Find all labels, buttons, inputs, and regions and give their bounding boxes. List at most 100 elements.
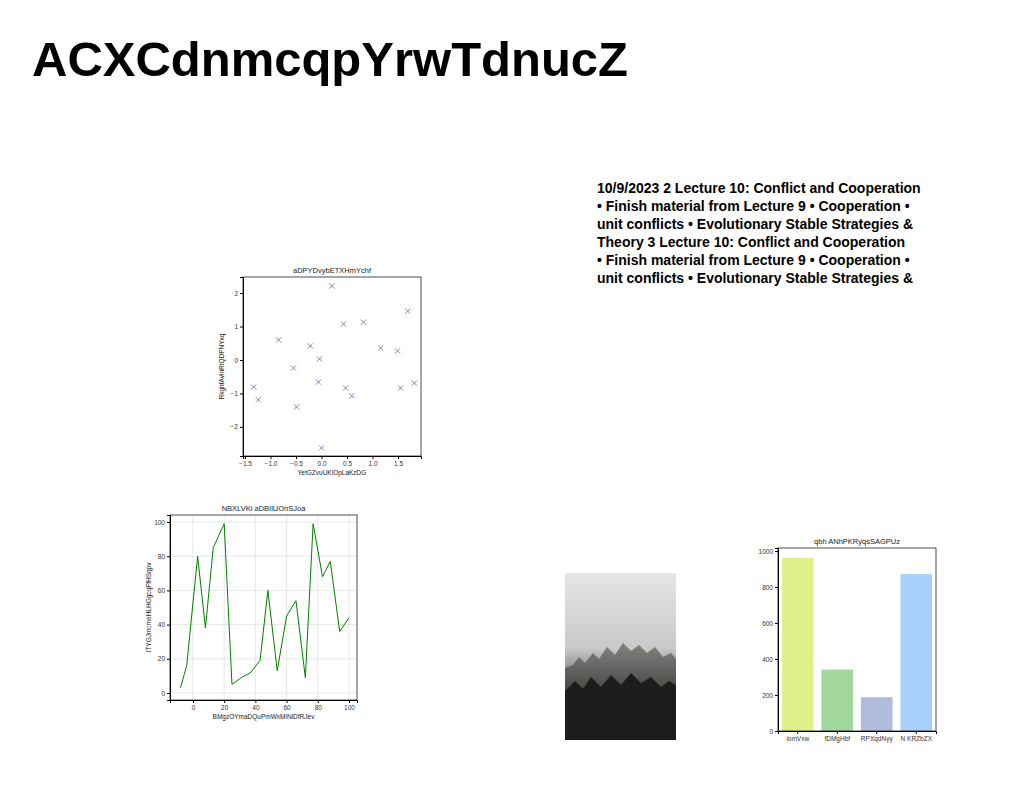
y-axis-tick-mark [167,625,170,626]
marks [782,558,932,731]
grid-line-y [170,522,357,523]
bar [821,670,853,731]
x-axis-title: YetGZvuUKlOpLaKzDG [298,469,367,477]
x-axis-tick-label: RPXqdNyy [861,735,894,743]
y-axis-title: RkghfAvlnRtQDPNYxq [218,333,226,399]
y-axis-tick-label: −1 [231,390,239,397]
x-axis-tick-label: 1.5 [394,460,403,467]
plot-background [243,277,421,456]
y-axis-tick: 1000 [759,548,778,555]
y-axis: −2−1012 [231,278,244,457]
plot-frame [778,548,936,731]
y-axis-tick-mark [775,695,778,696]
x-axis-tick-label: N KRZbZX [901,735,933,742]
chart: iomVxwfDMgHbfRPXqdNyyN KRZbZX02004006008… [759,537,937,743]
scatter-point [412,380,417,385]
x-axis-tick-mark [245,456,246,459]
x-axis-tick-mark [318,700,319,703]
scatter-point [291,365,296,370]
y-axis-tick-label: 80 [158,553,166,560]
x-axis-tick-label: 80 [315,704,323,711]
chart-title: aDPYDvybETXHmYchf [293,266,372,275]
x-axis-tick: 0 [192,700,196,711]
y-axis-tick: −1 [231,390,243,397]
y-axis-tick-label: 60 [158,587,166,594]
y-axis-tick-label: 800 [762,584,773,591]
y-axis-tick-mark [240,293,243,294]
x-axis-tick-label: 20 [221,704,229,711]
y-axis-tick-label: 600 [762,620,773,627]
line-series [180,524,349,688]
scatter-point [395,348,400,353]
x-axis-title: BMgzOYmaDQuPmWxMiNiDfRJev [213,713,316,721]
scatter-point [317,356,322,361]
y-axis-line [167,516,171,701]
scatter-point [329,283,334,288]
y-axis-tick-mark [167,556,170,557]
x-axis-tick-mark [876,731,877,734]
x-axis-tick: 0.5 [343,456,352,467]
x-axis-tick-mark [837,731,838,734]
text-line: 10/9/2023 2 Lecture 10: Conflict and Coo… [597,180,921,196]
marks [180,524,349,688]
photo-treeline [565,673,676,740]
scatter-point [398,385,403,390]
photo-treeline [565,643,676,740]
y-axis-tick: 0 [234,357,243,364]
x-axis-tick: 1.0 [369,456,378,467]
y-axis-tick: 600 [762,620,778,627]
y-axis-tick: 200 [762,692,778,699]
x-axis-tick-label: 0.0 [318,460,327,467]
x-axis-tick: 40 [252,700,260,711]
bar [782,558,814,731]
scatter-point [256,397,261,402]
y-axis-tick-mark [775,587,778,588]
x-axis-tick-mark [373,456,374,459]
x-axis-tick: fDMgHbf [824,731,850,743]
x-axis-tick-mark [296,456,297,459]
y-axis-title: ITYGJmcmeHLHGgcqFfHSqpv [145,562,153,653]
y-axis-tick-label: 0 [234,357,238,364]
scatter-point [251,384,256,389]
x-axis-tick-label: −1.5 [239,460,252,467]
scatter-point [319,445,324,450]
y-axis-tick-label: 1 [234,323,238,330]
chart: 020406080100020406080100NBXLVKi aDBIlUOn… [145,504,358,721]
y-axis-tick-mark [240,427,243,428]
x-axis-tick: 80 [315,700,323,711]
scatter-point [378,345,383,350]
chart-title: NBXLVKi aDBIlUOnSJoa [222,504,306,513]
y-axis-tick: 800 [762,584,778,591]
y-axis-line [240,278,244,457]
scatter-point [361,320,366,325]
x-axis-tick-mark [347,456,348,459]
page-title: ACXCdnmcqpYrwTdnucZ [32,33,628,86]
y-axis-tick-label: 400 [762,656,773,663]
x-axis-tick-mark [349,700,350,703]
page: ACXCdnmcqpYrwTdnucZ 10/9/2023 2 Lecture 1… [0,0,1024,788]
x-axis-tick-mark [287,700,288,703]
y-axis-tick-mark [167,659,170,660]
plot-frame [170,515,357,700]
grid-line-y [170,658,357,659]
y-axis-tick-label: 100 [154,519,165,526]
text-line: • Finish material from Lecture 9 • Coope… [597,198,910,214]
x-axis-line [171,701,358,704]
y-axis-tick-label: 20 [158,655,166,662]
photo [565,573,676,740]
grid-line-y [170,624,357,625]
scatter-point [405,309,410,314]
x-axis-tick-mark [398,456,399,459]
x-axis-tick-label: 1.0 [369,460,378,467]
x-axis-tick: 1.5 [394,456,403,467]
x-axis-tick-label: 40 [252,704,260,711]
grid-line-x [317,515,318,700]
scatter-point [276,337,281,342]
grid-line-x [349,515,350,700]
y-axis-tick-label: 40 [158,621,166,628]
x-axis-tick: 20 [221,700,229,711]
x-axis-tick-mark [797,731,798,734]
x-axis-tick-mark [193,700,194,703]
y-axis-tick-mark [775,731,778,732]
grid-line-y [170,590,357,591]
